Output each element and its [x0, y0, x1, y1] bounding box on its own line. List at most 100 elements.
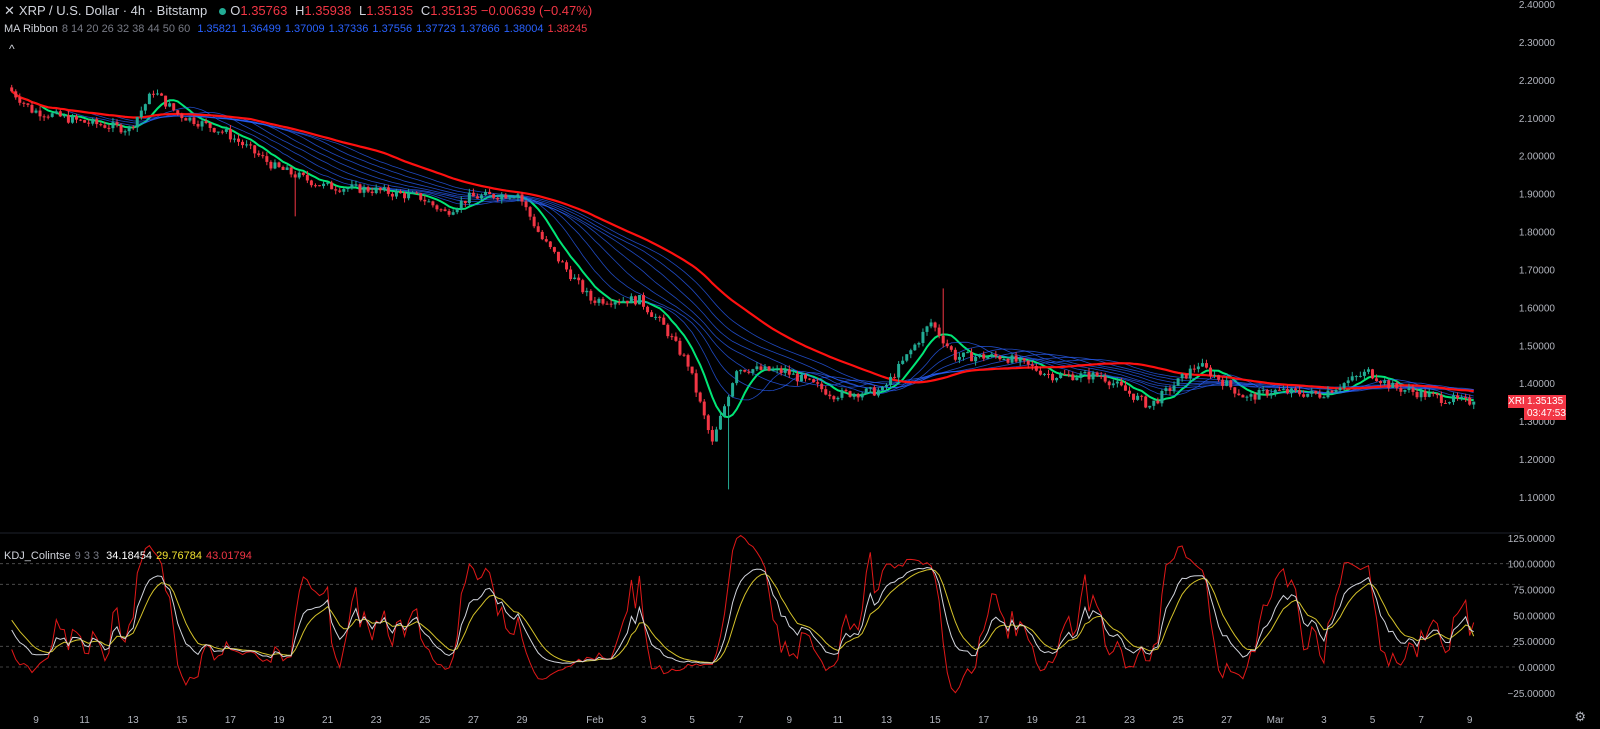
candle-body: [929, 322, 933, 327]
candle-body: [1184, 374, 1188, 379]
candle-body: [633, 296, 637, 305]
kdj-legend[interactable]: KDJ_Colintse 9 3 3 34.18454 29.76784 43.017…: [4, 550, 256, 562]
close-label: C: [420, 3, 431, 18]
candle-body: [180, 114, 184, 119]
candle-body: [1310, 390, 1314, 394]
candle-body: [824, 389, 828, 395]
candle-body: [1249, 394, 1253, 397]
last-price-badge: 1.35135: [1524, 394, 1566, 408]
candle-body: [1067, 374, 1071, 376]
time-axis-tick: 9: [1467, 715, 1473, 726]
kdj-axis-tick: −25.00000: [1507, 689, 1555, 700]
candle-body: [1010, 355, 1014, 363]
price-axis-tick: 1.80000: [1519, 228, 1556, 239]
candle-body: [597, 298, 601, 303]
candle-body: [338, 190, 342, 192]
candle-body: [1468, 397, 1472, 405]
time-axis-tick: 23: [1124, 715, 1136, 726]
candle-body: [1257, 390, 1261, 400]
candle-body: [913, 344, 917, 351]
candle-body: [605, 303, 609, 305]
candle-body: [909, 350, 913, 355]
candle-body: [982, 354, 986, 359]
candle-body: [500, 194, 504, 200]
ma-value: 1.37336: [328, 23, 369, 35]
market-status-icon: [219, 7, 227, 15]
kdj-lines: [11, 534, 1475, 694]
candle-body: [1180, 374, 1184, 379]
candle-body: [435, 205, 439, 210]
time-axis-tick: 9: [33, 715, 39, 726]
ma-ribbon-legend[interactable]: MA Ribbon 8 14 20 26 32 38 44 50 60 1.358…: [4, 23, 591, 35]
candle-body: [1435, 393, 1439, 396]
candle-body: [905, 354, 909, 361]
candle-body: [1322, 397, 1326, 399]
candle-body: [455, 208, 459, 213]
candle-body: [1192, 368, 1196, 370]
candle-body: [779, 368, 783, 373]
time-axis-tick: 11: [79, 715, 90, 726]
candle-body: [480, 195, 483, 199]
kdj-k-value: 34.18454: [106, 550, 153, 562]
candle-body: [702, 401, 706, 416]
candle-body: [885, 385, 888, 387]
candle-body: [775, 368, 779, 370]
candle-body: [520, 194, 524, 202]
candle-body: [326, 182, 330, 184]
time-axis-tick: 11: [833, 715, 844, 726]
candle-body: [516, 194, 520, 198]
candle-body: [423, 199, 427, 202]
candle-body: [281, 166, 285, 170]
candle-body: [561, 261, 564, 263]
candle-body: [508, 197, 512, 199]
time-axis-tick: 21: [1075, 715, 1087, 726]
candle-body: [42, 116, 46, 118]
candle-body: [552, 247, 556, 252]
candle-body: [176, 110, 180, 115]
candle-body: [411, 192, 415, 194]
settings-gear-icon[interactable]: ⚙: [1574, 709, 1586, 724]
candle-body: [1229, 380, 1233, 388]
candle-body: [484, 191, 488, 196]
time-axis-tick: 29: [516, 715, 528, 726]
candle-body: [1334, 389, 1338, 393]
candle-body: [1294, 388, 1298, 391]
candle-body: [188, 117, 192, 121]
candle-body: [812, 379, 816, 383]
candle-body: [1115, 381, 1119, 384]
collapse-legend-icon[interactable]: ^: [9, 42, 15, 56]
candle-body: [289, 167, 293, 175]
candle-body: [1071, 374, 1075, 381]
candle-body: [621, 300, 625, 303]
candle-body: [447, 211, 451, 215]
candle-body: [723, 406, 726, 416]
ma-value: 1.38004: [503, 23, 544, 35]
ma-value: 1.37009: [284, 23, 325, 35]
candle-body: [1233, 387, 1237, 394]
time-axis-tick: 3: [641, 715, 647, 726]
candle-body: [1002, 358, 1006, 360]
candle-body: [743, 369, 747, 372]
price-axis-tick: 1.70000: [1519, 265, 1556, 276]
candle-body: [536, 226, 540, 232]
candle-body: [475, 196, 479, 199]
candle-body: [330, 182, 334, 190]
candle-body: [399, 191, 402, 194]
candle-body: [156, 93, 159, 95]
close-icon[interactable]: ✕: [4, 3, 15, 18]
candle-body: [1160, 390, 1164, 404]
candle-body: [763, 366, 767, 370]
candle-body: [184, 118, 188, 121]
symbol-legend: ✕ XRP / U.S. Dollar · 4h · Bitstamp O1.357…: [4, 3, 596, 19]
candle-body: [1164, 388, 1168, 391]
candle-body: [322, 183, 326, 187]
candle-body: [350, 184, 354, 188]
candle-body: [609, 303, 613, 305]
candle-body: [99, 124, 103, 126]
candle-body: [471, 192, 475, 197]
candle-body: [759, 366, 763, 370]
candle-body: [957, 356, 961, 360]
symbol-title[interactable]: XRP / U.S. Dollar · 4h · Bitstamp: [18, 3, 208, 18]
candle-body: [650, 312, 654, 317]
